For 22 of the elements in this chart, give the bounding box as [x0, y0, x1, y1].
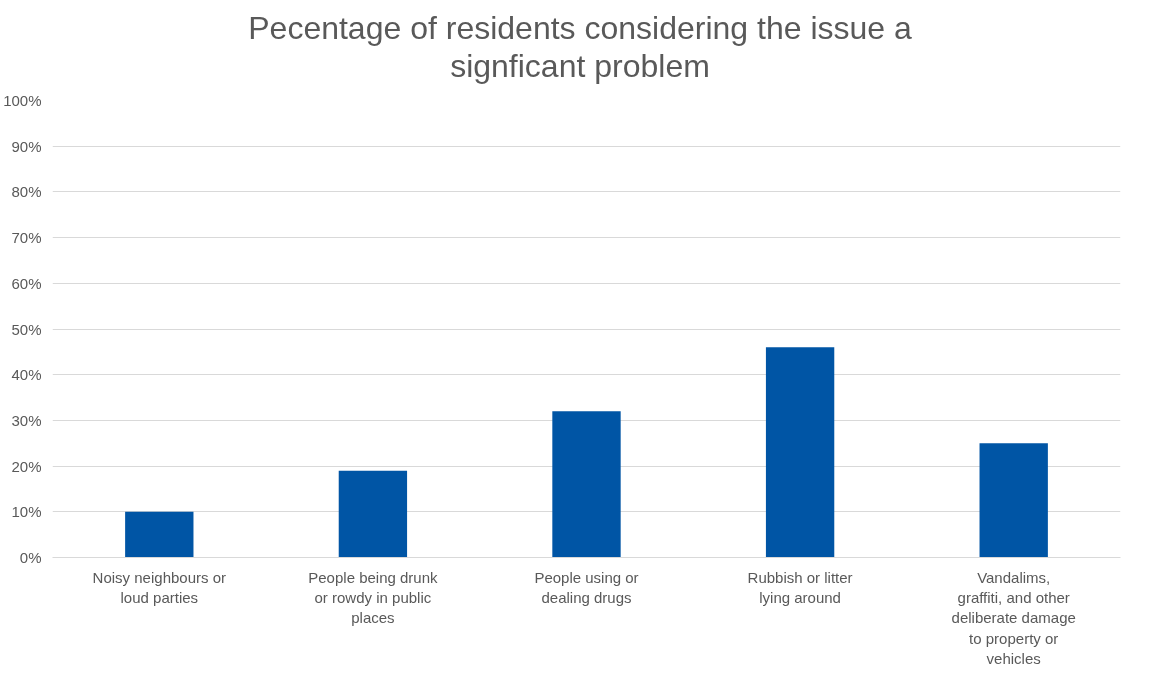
x-tick-label: Noisy neighbours or loud parties — [92, 568, 227, 606]
bar — [765, 347, 835, 558]
y-tick-label: 40% — [11, 366, 42, 384]
y-tick-label: 60% — [11, 274, 42, 292]
y-tick-label: 70% — [11, 229, 42, 247]
y-tick-label: 100% — [3, 92, 42, 109]
chart-title: Pecentage of residents considering the issue a signficant problem — [248, 9, 912, 86]
bar — [552, 411, 621, 558]
y-tick-label: 80% — [11, 183, 42, 201]
y-tick-label: 10% — [11, 503, 42, 521]
y-tick-label: 20% — [11, 457, 42, 475]
x-tick-label: People using or dealing drugs — [534, 568, 639, 606]
bar — [979, 443, 1048, 558]
y-tick-label: 50% — [11, 320, 42, 338]
x-tick-label: Vandalims, graffiti, and other deliberate damage to property or vehicles — [951, 568, 1076, 668]
bar — [338, 470, 408, 558]
y-tick-label: 90% — [11, 137, 42, 155]
y-tick-label: 0% — [19, 549, 42, 566]
x-tick-label: Rubbish or litter lying around — [747, 568, 853, 606]
bar — [125, 511, 194, 558]
x-tick-label: People being drunk or rowdy in public places — [308, 568, 439, 627]
y-tick-label: 30% — [11, 411, 42, 429]
